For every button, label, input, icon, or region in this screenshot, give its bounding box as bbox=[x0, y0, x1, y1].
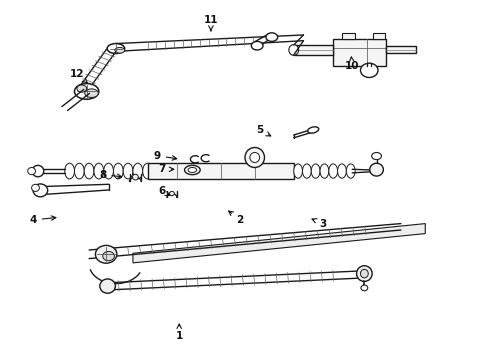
Text: 5: 5 bbox=[256, 125, 270, 136]
Ellipse shape bbox=[251, 41, 263, 50]
Ellipse shape bbox=[302, 164, 311, 178]
Ellipse shape bbox=[32, 165, 44, 177]
Ellipse shape bbox=[294, 164, 302, 178]
Ellipse shape bbox=[28, 167, 35, 175]
Polygon shape bbox=[133, 224, 425, 263]
Ellipse shape bbox=[370, 163, 383, 176]
Ellipse shape bbox=[133, 163, 143, 179]
Text: 2: 2 bbox=[229, 211, 244, 225]
Ellipse shape bbox=[357, 266, 372, 282]
Ellipse shape bbox=[361, 63, 378, 77]
Ellipse shape bbox=[123, 163, 133, 179]
Ellipse shape bbox=[250, 153, 260, 162]
Ellipse shape bbox=[372, 153, 381, 159]
Ellipse shape bbox=[361, 269, 368, 278]
Ellipse shape bbox=[361, 285, 368, 291]
Ellipse shape bbox=[84, 163, 94, 179]
Bar bbox=[343, 33, 355, 39]
Bar bbox=[386, 46, 416, 53]
Ellipse shape bbox=[311, 164, 320, 178]
Ellipse shape bbox=[266, 33, 278, 41]
Ellipse shape bbox=[103, 251, 115, 261]
Ellipse shape bbox=[143, 163, 152, 179]
Text: 8: 8 bbox=[99, 170, 122, 180]
Ellipse shape bbox=[96, 246, 117, 263]
Ellipse shape bbox=[185, 165, 200, 175]
Text: 12: 12 bbox=[70, 68, 88, 83]
Ellipse shape bbox=[338, 164, 346, 178]
Ellipse shape bbox=[320, 164, 329, 178]
Ellipse shape bbox=[33, 184, 48, 197]
Text: 6: 6 bbox=[159, 186, 170, 197]
Ellipse shape bbox=[77, 85, 87, 92]
Ellipse shape bbox=[188, 167, 197, 172]
Text: 10: 10 bbox=[345, 57, 360, 71]
Ellipse shape bbox=[65, 163, 74, 179]
Ellipse shape bbox=[74, 163, 84, 179]
Bar bbox=[373, 33, 385, 39]
Ellipse shape bbox=[346, 164, 355, 178]
Text: 3: 3 bbox=[312, 219, 326, 229]
Text: 1: 1 bbox=[175, 324, 183, 342]
Ellipse shape bbox=[132, 174, 138, 180]
Ellipse shape bbox=[94, 163, 104, 179]
Ellipse shape bbox=[329, 164, 338, 178]
Ellipse shape bbox=[104, 163, 114, 179]
Bar bbox=[294, 45, 333, 55]
Ellipse shape bbox=[289, 45, 298, 55]
Ellipse shape bbox=[100, 279, 116, 293]
Ellipse shape bbox=[107, 44, 124, 54]
Ellipse shape bbox=[74, 84, 99, 99]
Bar bbox=[147, 163, 294, 179]
Text: 11: 11 bbox=[204, 15, 218, 31]
Ellipse shape bbox=[115, 48, 124, 53]
Ellipse shape bbox=[85, 89, 98, 98]
Ellipse shape bbox=[170, 192, 174, 196]
Text: 4: 4 bbox=[29, 215, 56, 225]
Ellipse shape bbox=[245, 148, 265, 167]
Ellipse shape bbox=[308, 127, 319, 133]
Text: 9: 9 bbox=[154, 151, 177, 161]
Ellipse shape bbox=[114, 163, 123, 179]
Text: 7: 7 bbox=[158, 164, 174, 174]
Ellipse shape bbox=[31, 184, 39, 192]
Bar bbox=[333, 39, 386, 66]
